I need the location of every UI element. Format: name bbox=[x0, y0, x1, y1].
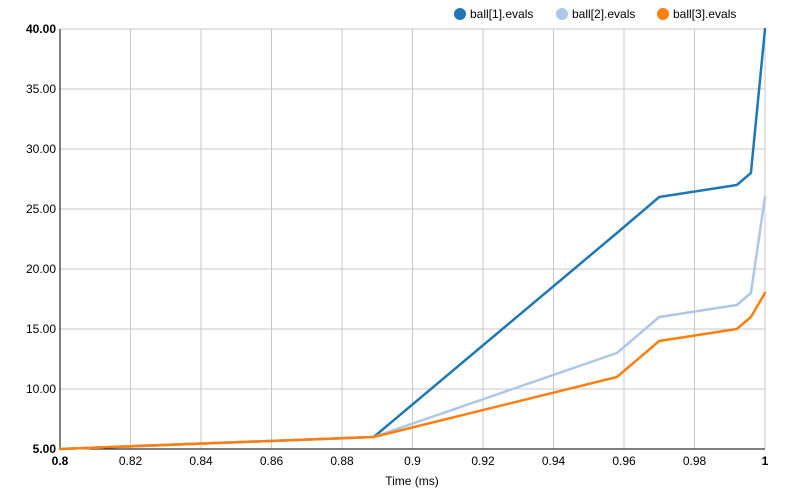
legend-label: ball[3].evals bbox=[673, 7, 736, 21]
x-tick-label: 0.94 bbox=[542, 454, 566, 468]
legend-item-3[interactable]: ball[3].evals bbox=[657, 7, 736, 21]
x-axis-ticks: 0.8 0.82 0.84 0.86 0.88 0.9 0.92 0.94 0.96 0.98 1 bbox=[52, 454, 769, 468]
series-lines bbox=[58, 27, 767, 451]
x-tick-label: 0.98 bbox=[683, 454, 707, 468]
x-tick-label: 0.9 bbox=[404, 454, 421, 468]
y-tick-label: 20.00 bbox=[26, 262, 56, 276]
legend-marker bbox=[657, 8, 669, 20]
y-axis-ticks: 5.00 10.00 15.00 20.00 25.00 30.00 35.00 40.00 bbox=[26, 22, 56, 456]
series-line-3 bbox=[58, 291, 767, 451]
x-tick-label: 0.86 bbox=[260, 454, 284, 468]
y-tick-label: 30.00 bbox=[26, 142, 56, 156]
x-tick-label: 0.92 bbox=[471, 454, 495, 468]
x-tick-label: 0.84 bbox=[189, 454, 213, 468]
y-tick-label: 5.00 bbox=[33, 442, 57, 456]
y-tick-label: 35.00 bbox=[26, 82, 56, 96]
y-tick-label: 40.00 bbox=[26, 22, 56, 36]
x-tick-label: 0.96 bbox=[612, 454, 636, 468]
x-tick-label: 0.8 bbox=[52, 454, 69, 468]
x-axis-title: Time (ms) bbox=[385, 474, 439, 488]
series-line-2 bbox=[58, 195, 767, 451]
series-line-1 bbox=[58, 27, 767, 451]
legend-marker bbox=[454, 8, 466, 20]
legend-item-1[interactable]: ball[1].evals bbox=[454, 7, 533, 21]
legend-marker bbox=[556, 8, 568, 20]
x-tick-label: 0.88 bbox=[330, 454, 354, 468]
x-tick-label: 0.82 bbox=[119, 454, 143, 468]
legend[interactable]: ball[1].evals ball[2].evals ball[3].evals bbox=[454, 7, 736, 21]
legend-item-2[interactable]: ball[2].evals bbox=[556, 7, 635, 21]
legend-label: ball[1].evals bbox=[470, 7, 533, 21]
legend-label: ball[2].evals bbox=[572, 7, 635, 21]
x-tick-label: 1 bbox=[762, 454, 769, 468]
y-tick-label: 25.00 bbox=[26, 202, 56, 216]
axes bbox=[59, 29, 765, 450]
y-tick-label: 10.00 bbox=[26, 382, 56, 396]
y-tick-label: 15.00 bbox=[26, 322, 56, 336]
grid bbox=[59, 28, 766, 450]
